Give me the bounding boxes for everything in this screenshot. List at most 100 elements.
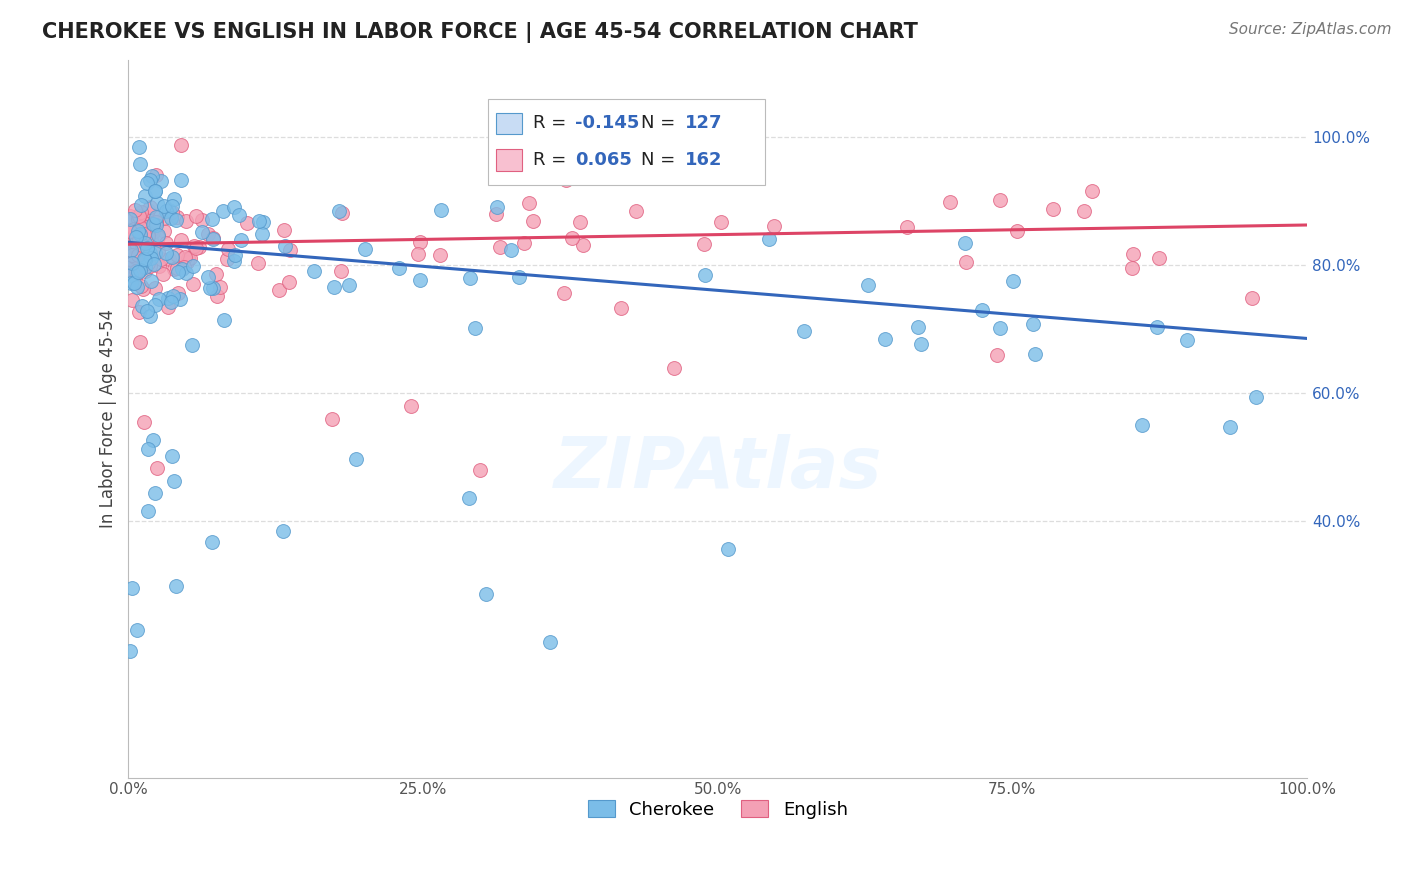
Point bbox=[142, 257, 165, 271]
Point bbox=[124, 250, 146, 264]
Point bbox=[1042, 202, 1064, 216]
Point bbox=[1121, 260, 1143, 275]
Point bbox=[139, 200, 162, 214]
Point bbox=[217, 252, 239, 267]
Point bbox=[179, 251, 201, 265]
Point bbox=[132, 213, 155, 227]
Point bbox=[224, 248, 246, 262]
Point bbox=[430, 202, 453, 217]
Point bbox=[155, 246, 177, 260]
Point bbox=[166, 265, 188, 279]
Point bbox=[162, 251, 184, 265]
Point bbox=[124, 244, 146, 259]
Point bbox=[970, 302, 993, 317]
Point bbox=[201, 534, 224, 549]
Point bbox=[127, 224, 149, 238]
Point bbox=[939, 195, 962, 210]
Point bbox=[1146, 319, 1168, 334]
Point bbox=[159, 211, 181, 225]
Point bbox=[163, 475, 186, 489]
Point bbox=[143, 245, 166, 260]
Point bbox=[176, 255, 198, 269]
Point bbox=[986, 348, 1008, 362]
Point bbox=[132, 227, 155, 241]
Point bbox=[124, 229, 146, 244]
Point bbox=[124, 250, 146, 264]
Point bbox=[561, 231, 583, 245]
Point bbox=[167, 286, 190, 301]
Point bbox=[202, 231, 225, 245]
Point bbox=[758, 232, 780, 246]
Point bbox=[191, 213, 214, 227]
Point bbox=[709, 215, 731, 229]
Point bbox=[409, 272, 432, 286]
Point bbox=[120, 252, 142, 266]
Point bbox=[470, 462, 492, 476]
Point bbox=[124, 272, 146, 286]
Point bbox=[121, 223, 143, 237]
Point bbox=[129, 219, 152, 234]
Point bbox=[176, 251, 198, 265]
Point bbox=[134, 252, 156, 267]
Point bbox=[143, 210, 166, 224]
Point bbox=[955, 255, 977, 269]
Y-axis label: In Labor Force | Age 45-54: In Labor Force | Age 45-54 bbox=[100, 310, 117, 528]
Point bbox=[1246, 390, 1268, 404]
Point bbox=[174, 214, 197, 228]
Point bbox=[124, 252, 146, 266]
Point bbox=[212, 312, 235, 326]
Point bbox=[896, 220, 918, 235]
Point bbox=[129, 198, 152, 212]
Point bbox=[181, 259, 204, 273]
Point bbox=[236, 216, 259, 230]
Point bbox=[136, 227, 159, 241]
Point bbox=[118, 267, 141, 281]
Point bbox=[489, 240, 512, 254]
Point bbox=[163, 192, 186, 206]
Point bbox=[271, 524, 294, 539]
Point bbox=[224, 253, 246, 268]
Point bbox=[143, 184, 166, 198]
Point bbox=[209, 279, 232, 293]
Point bbox=[121, 252, 143, 267]
Point bbox=[152, 267, 174, 281]
Point bbox=[125, 264, 148, 278]
Point bbox=[139, 251, 162, 265]
Point bbox=[198, 281, 221, 295]
Point bbox=[131, 299, 153, 313]
Point bbox=[399, 399, 422, 413]
Point bbox=[664, 360, 686, 375]
Point bbox=[139, 233, 162, 247]
Point bbox=[136, 229, 159, 244]
Point bbox=[166, 210, 188, 224]
Point bbox=[136, 206, 159, 220]
Point bbox=[132, 252, 155, 267]
Point bbox=[1073, 204, 1095, 219]
Point bbox=[134, 253, 156, 268]
Point bbox=[136, 442, 159, 456]
Point bbox=[460, 270, 482, 285]
Point bbox=[1081, 184, 1104, 198]
Point bbox=[141, 274, 163, 288]
Point bbox=[875, 332, 897, 346]
Point bbox=[163, 261, 186, 276]
Point bbox=[142, 434, 165, 448]
Point bbox=[118, 644, 141, 658]
Point bbox=[160, 449, 183, 463]
Point bbox=[202, 281, 225, 295]
Point bbox=[337, 277, 360, 292]
Point bbox=[513, 235, 536, 250]
Point bbox=[166, 260, 188, 275]
Point bbox=[988, 321, 1011, 335]
Point bbox=[128, 244, 150, 259]
Point bbox=[121, 274, 143, 288]
Point bbox=[121, 248, 143, 262]
Point bbox=[128, 234, 150, 248]
Point bbox=[169, 138, 191, 153]
Point bbox=[132, 282, 155, 296]
Point bbox=[125, 624, 148, 638]
Point bbox=[222, 200, 245, 214]
Point bbox=[139, 259, 162, 273]
Point bbox=[127, 262, 149, 277]
Point bbox=[156, 300, 179, 314]
